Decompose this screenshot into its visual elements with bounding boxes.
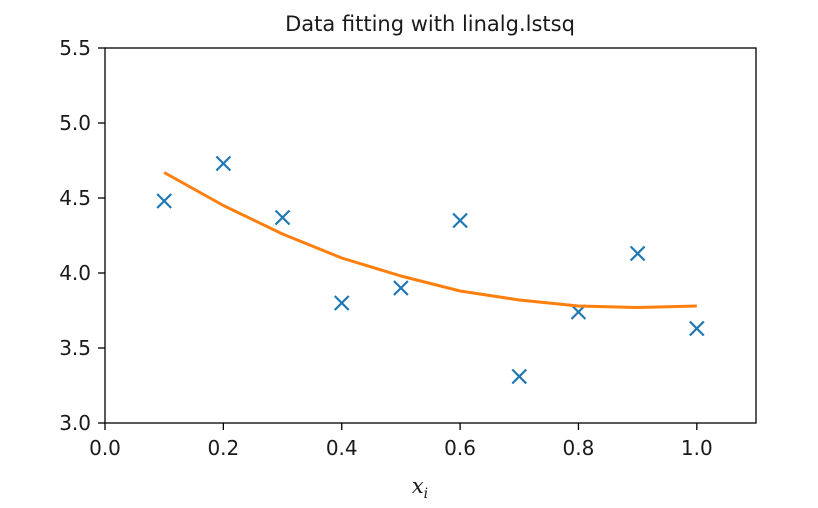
scatter-point xyxy=(511,368,528,385)
scatter-point xyxy=(629,245,646,262)
scatter-point-stroke xyxy=(333,295,350,311)
scatter-point xyxy=(215,155,232,172)
x-axis-label: xi xyxy=(412,474,428,502)
axes-frame xyxy=(104,47,757,424)
x-tick-label: 0.4 xyxy=(326,436,358,460)
plot-area xyxy=(156,155,705,385)
scatter-point xyxy=(393,280,409,296)
x-tick-label: 0.8 xyxy=(563,436,595,460)
axes: 0.0 0.2 0.4 0.6 0.8 1.0 3.0 3.5 4.0 4.5 5.0 5.5 xyxy=(59,36,757,460)
scatter-point xyxy=(156,193,172,209)
scatter-point-stroke xyxy=(629,245,646,262)
scatter-point-stroke xyxy=(274,209,291,226)
x-tick-label: 0.0 xyxy=(89,436,121,460)
y-tick-label: 5.0 xyxy=(59,111,91,135)
scatter-point xyxy=(452,212,468,229)
y-tick-label: 4.5 xyxy=(59,186,91,210)
scatter-point-stroke xyxy=(156,193,172,209)
x-tick-label: 1.0 xyxy=(681,436,713,460)
scatter-point xyxy=(689,320,705,337)
x-tick-label: 0.2 xyxy=(207,436,239,460)
y-tick-label: 5.5 xyxy=(59,36,91,60)
y-tick-label: 3.0 xyxy=(59,411,91,435)
y-tick-label: 4.0 xyxy=(59,261,91,285)
scatter-point-stroke xyxy=(452,212,468,229)
chart-title: Data fitting with linalg.lstsq xyxy=(285,12,575,36)
x-axis-label-base: x xyxy=(412,474,424,498)
y-tick-label: 3.5 xyxy=(59,336,91,360)
scatter-point xyxy=(274,209,291,226)
scatter-point-stroke xyxy=(511,368,528,385)
scatter-point-stroke xyxy=(689,320,705,337)
x-axis-label-subscript: i xyxy=(424,486,428,502)
scatter-point-stroke xyxy=(215,155,232,172)
x-tick-label: 0.6 xyxy=(444,436,476,460)
fit-curve-line xyxy=(163,171,697,309)
scatter-point xyxy=(333,295,350,311)
scatter-point-stroke xyxy=(393,280,409,296)
